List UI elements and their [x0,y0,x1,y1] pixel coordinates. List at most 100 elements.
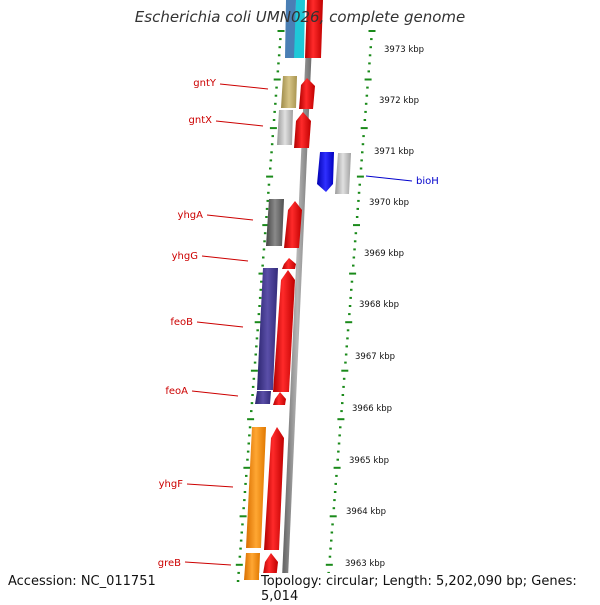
tick-mark-left [261,264,264,267]
tick-mark-left [259,288,262,291]
tick-mark-left [254,353,257,356]
tick-mark-right [328,555,332,558]
tick-mark-left [263,232,267,235]
tick-mark-left [275,86,278,89]
tick-mark-left [239,547,242,550]
tick-mark-right [355,216,359,218]
tick-mark-right [356,175,364,178]
tick-mark-right [364,102,368,105]
tick-mark-right [367,70,370,73]
tick-mark-left [237,571,240,574]
feature-yhgG[interactable] [282,258,296,269]
tick-mark-right [345,345,348,348]
tick-mark-right [352,256,356,259]
tick-mark-right [339,426,342,429]
tick-mark-left [238,555,242,558]
tick-mark-left [277,30,285,32]
ruler-label: 3969 kbp [364,249,404,259]
tick-mark-left [278,46,281,49]
tick-mark-left [255,337,259,340]
tick-mark-left [263,240,266,243]
tick-mark-right [360,127,368,130]
tick-mark-right [357,191,361,194]
tick-mark-right [353,240,357,243]
tick-mark-right [356,207,359,210]
tick-mark-left [247,418,255,421]
ruler-label: 3966 kbp [352,404,392,414]
tick-mark-left [265,207,269,210]
tick-mark-right [364,78,372,81]
tick-mark-left [270,143,274,146]
tick-mark-left [270,151,273,154]
tick-mark-right [346,329,350,332]
tick-mark-left [243,491,247,493]
tick-mark-right [368,30,376,32]
tick-mark-right [345,321,353,324]
tick-mark-left [250,369,258,372]
tick-mark-right [340,410,343,413]
tick-mark-left [239,539,243,542]
tick-mark-right [353,224,360,227]
tick-mark-right [332,507,336,510]
tick-mark-right [337,442,341,445]
feature-feoB[interactable] [257,268,295,392]
tick-mark-right [337,450,340,453]
feature-yhgA[interactable] [266,199,302,248]
tick-mark-left [269,159,273,162]
tick-mark-left [243,466,251,469]
tick-mark-left [262,248,266,251]
tick-track [235,30,376,582]
tick-mark-left [245,474,248,477]
tick-mark-right [333,466,341,469]
gene-label-gntX: gntX [189,115,213,126]
tick-mark-right [341,402,344,405]
tick-mark-right [350,288,353,291]
ruler-label: 3964 kbp [346,507,386,517]
tick-mark-right [357,199,360,202]
tick-mark-left [236,580,240,582]
tick-mark-left [251,385,255,388]
tick-mark-left [241,523,244,526]
ruler-label: 3965 kbp [349,456,389,466]
tick-mark-left [262,256,265,259]
tick-mark-left [258,272,266,275]
tick-mark-left [266,175,274,178]
feature-feoA[interactable] [255,391,286,405]
tick-mark-right [342,385,345,388]
gene-label-yhgG: yhgG [172,251,198,262]
tick-mark-right [349,296,352,299]
tick-mark-right [335,474,338,477]
tick-mark-right [368,54,372,57]
tick-mark-right [368,62,371,65]
tick-mark-right [341,369,349,372]
ruler-label: 3973 kbp [384,45,424,55]
tick-mark-right [353,248,356,251]
tick-mark-right [337,418,345,421]
tick-mark-left [242,507,245,510]
feature-bioH[interactable] [317,152,351,194]
tick-mark-left [250,402,254,405]
tick-mark-right [330,539,333,542]
feature-yhgF[interactable] [246,427,284,550]
tick-mark-left [256,329,259,332]
tick-mark-right [329,515,337,518]
tick-mark-right [327,571,330,574]
tick-mark-right [369,46,372,49]
tick-mark-left [276,70,280,73]
gene-labels: gntY gntX bioH yhgA yhgG feoB feoA yhgF … [158,78,439,569]
tick-mark-right [361,143,365,146]
gene-label-feoA: feoA [165,386,188,397]
feature-gntY[interactable] [281,76,315,109]
tick-mark-left [243,499,246,502]
feature-gntX[interactable] [277,110,311,148]
tick-mark-right [333,499,336,502]
gene-label-bioH: bioH [416,176,439,187]
tick-mark-left [277,62,280,65]
tick-mark-left [257,313,261,316]
tick-mark-left [246,458,249,461]
tick-mark-left [248,434,251,437]
tick-mark-right [346,337,349,340]
tick-mark-right [325,563,333,566]
feature-partial-top [285,0,323,58]
